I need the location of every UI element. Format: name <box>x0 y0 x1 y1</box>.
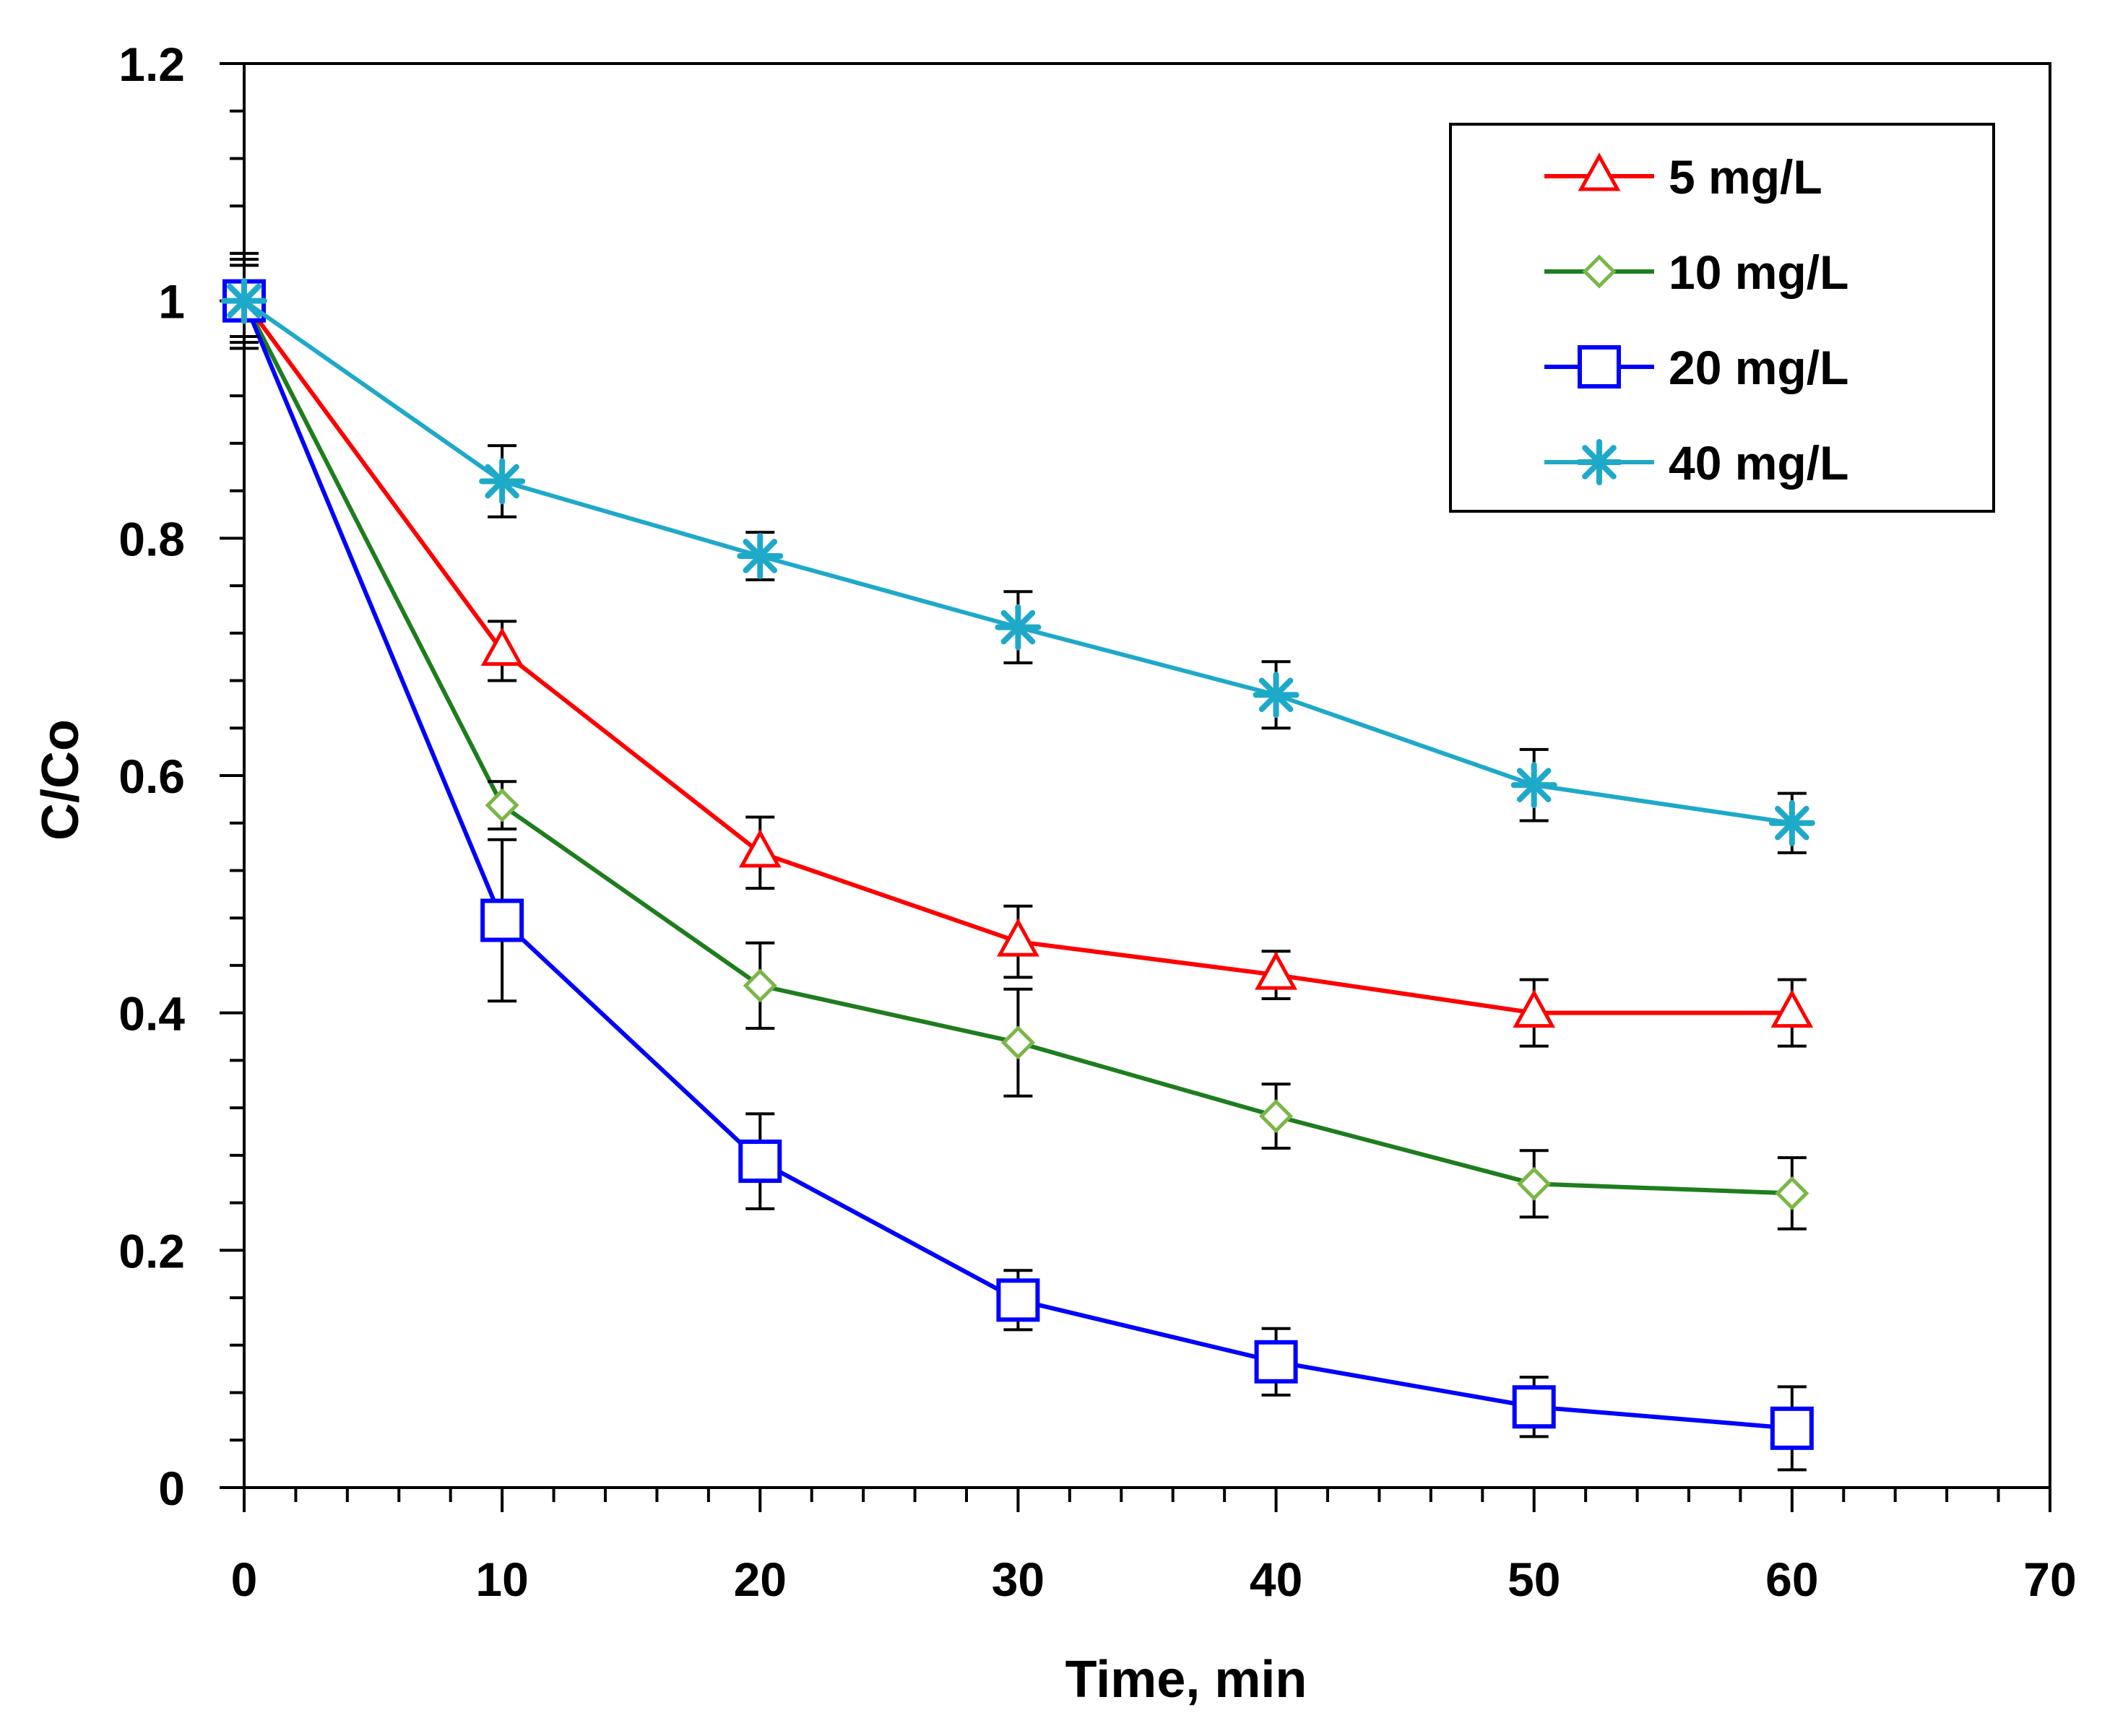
data-point <box>1259 1099 1294 1134</box>
x-axis-label: Time, min <box>1065 1651 1307 1709</box>
x-tick-label: 20 <box>734 1553 787 1606</box>
y-tick-label: 0.2 <box>118 1224 185 1277</box>
legend-entry: 20 mg/L <box>1544 341 1848 394</box>
data-point <box>1000 1025 1035 1060</box>
y-axis-label: C/Co <box>32 719 90 841</box>
data-point <box>1510 762 1557 809</box>
data-point <box>480 898 524 942</box>
legend-label: 40 mg/L <box>1669 436 1848 490</box>
data-point <box>480 627 524 666</box>
legend-box <box>1449 123 1995 513</box>
data-point <box>1513 989 1556 1028</box>
x-tick-label: 70 <box>2023 1553 2076 1606</box>
data-point <box>485 788 519 823</box>
legend-entry: 5 mg/L <box>1544 150 1822 204</box>
legend-label: 5 mg/L <box>1669 150 1822 204</box>
data-point <box>995 604 1042 651</box>
y-tick-label: 0.4 <box>118 987 185 1041</box>
legend-entry: 40 mg/L <box>1544 436 1848 490</box>
legend-label: 20 mg/L <box>1669 341 1848 394</box>
data-point <box>1775 1176 1809 1210</box>
data-point <box>1770 989 1814 1028</box>
x-tick-label: 40 <box>1250 1553 1302 1606</box>
y-tick-label: 0.8 <box>118 512 185 565</box>
legend-label: 10 mg/L <box>1669 246 1848 299</box>
legend-marker <box>1578 152 1621 191</box>
legend: 5 mg/L 10 mg/L 20 mg/L 40 mg/L <box>1449 123 1995 513</box>
legend-marker <box>1576 439 1622 485</box>
data-point <box>1253 672 1299 719</box>
data-point <box>1768 799 1815 846</box>
y-tick-label: 1.2 <box>118 38 185 91</box>
data-point <box>738 1140 782 1184</box>
y-tick-label: 0.6 <box>118 750 185 803</box>
series-40-mg-l <box>221 264 1815 854</box>
legend-marker <box>1582 254 1617 289</box>
x-tick-label: 0 <box>231 1553 258 1606</box>
data-point <box>221 277 267 324</box>
y-tick-label: 0 <box>158 1462 185 1515</box>
data-point <box>1255 951 1298 990</box>
data-point <box>737 532 784 579</box>
legend-marker <box>1578 345 1621 389</box>
data-point <box>743 968 777 1003</box>
x-tick-label: 50 <box>1508 1553 1560 1606</box>
data-point <box>479 458 526 505</box>
data-point <box>1517 1166 1552 1201</box>
data-point <box>996 1278 1040 1322</box>
legend-entry: 10 mg/L <box>1544 246 1848 299</box>
axes: 0 10 20 30 40 50 60 70 0 0.2 0.4 0.6 0.8 1 1.2 <box>118 38 2076 1606</box>
data-point <box>1512 1385 1556 1429</box>
y-tick-label: 1 <box>158 275 185 329</box>
data-point <box>996 918 1039 957</box>
x-tick-label: 10 <box>475 1553 528 1606</box>
data-series <box>221 251 1815 1472</box>
data-point <box>1770 1406 1814 1450</box>
data-point <box>1254 1340 1298 1384</box>
data-point <box>738 829 782 868</box>
x-tick-label: 60 <box>1765 1553 1818 1606</box>
x-tick-label: 30 <box>992 1553 1044 1606</box>
